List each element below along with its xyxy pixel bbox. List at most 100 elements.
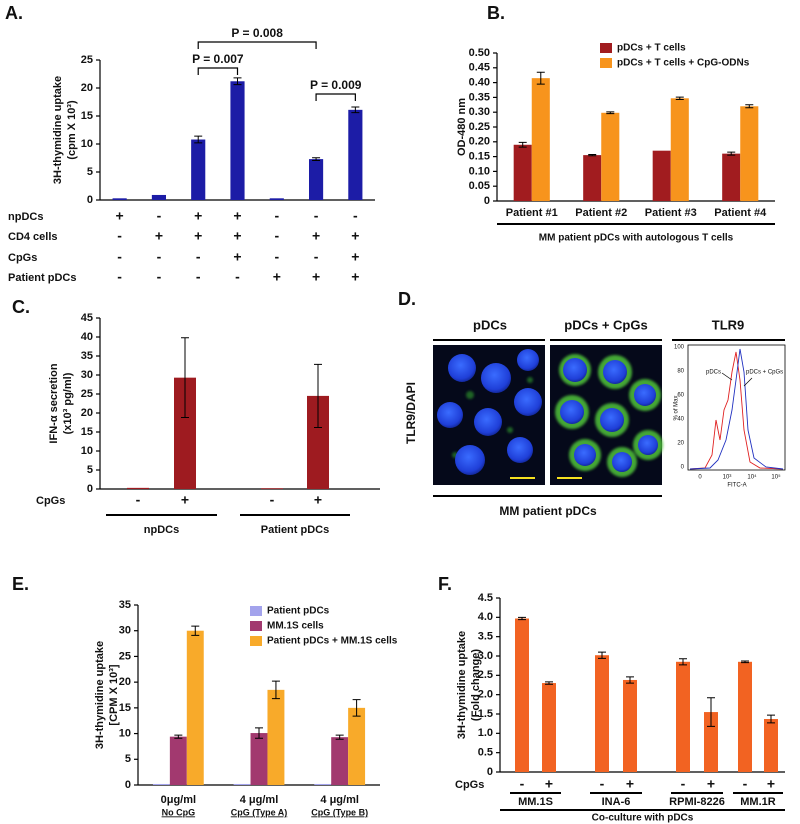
category-note: CpG (Type B) bbox=[311, 807, 368, 817]
significance-bracket bbox=[197, 41, 317, 49]
y-axis-label: [CPM X 10³] bbox=[108, 664, 120, 725]
legend-swatch bbox=[600, 58, 612, 68]
y-tick-label: 4.0 bbox=[478, 611, 493, 623]
condition-label: CpGs bbox=[8, 252, 37, 264]
bar bbox=[595, 655, 609, 772]
hist-y-tick: 0 bbox=[681, 465, 685, 471]
bar bbox=[127, 487, 149, 489]
x-tick-label: 4 μg/ml bbox=[240, 794, 279, 806]
error-bar bbox=[335, 734, 344, 740]
bar bbox=[261, 488, 283, 490]
y-tick-label: 0 bbox=[87, 194, 93, 206]
legend-label: Patient pDCs + MM.1S cells bbox=[267, 636, 398, 647]
bar bbox=[676, 661, 690, 772]
condition-mark: - bbox=[353, 208, 358, 224]
hist-annotation: pDCs bbox=[706, 370, 721, 376]
y-tick-label: 30 bbox=[119, 625, 131, 637]
bar bbox=[531, 78, 550, 201]
hist-x-tick: 10⁴ bbox=[747, 474, 757, 481]
column-header: pDCs bbox=[473, 317, 507, 332]
error-bar bbox=[191, 625, 200, 636]
group-label: Patient pDCs bbox=[261, 524, 329, 536]
bar bbox=[623, 679, 637, 772]
y-tick-label: 0 bbox=[484, 195, 490, 207]
error-bar bbox=[314, 363, 322, 428]
condition-mark: - bbox=[157, 269, 162, 285]
panel-label: F. bbox=[438, 574, 452, 594]
error-bar bbox=[741, 660, 749, 664]
bar bbox=[314, 783, 332, 785]
bar bbox=[738, 661, 752, 772]
y-tick-label: 20 bbox=[81, 407, 93, 419]
bar bbox=[704, 712, 718, 772]
condition-mark: - bbox=[196, 249, 201, 265]
bar bbox=[652, 150, 671, 201]
annotation: P = 0.008 bbox=[231, 26, 283, 40]
y-tick-label: 35 bbox=[81, 350, 93, 362]
group-label: npDCs bbox=[144, 524, 179, 536]
legend-label: MM.1S cells bbox=[267, 621, 324, 632]
significance-bracket bbox=[315, 93, 356, 101]
condition-label: CpGs bbox=[455, 779, 484, 791]
condition-mark: - bbox=[196, 269, 201, 285]
condition-mark: + bbox=[351, 249, 359, 265]
condition-label: CD4 cells bbox=[8, 231, 58, 243]
condition-mark: + bbox=[273, 269, 281, 285]
condition-mark: + bbox=[194, 228, 202, 244]
panel-d: D. pDCs pDCs + CpGs TLR9 TLR9/DAPI bbox=[398, 289, 786, 518]
condition-label: CpGs bbox=[36, 495, 65, 507]
y-tick-label: 0.30 bbox=[469, 106, 490, 118]
condition-mark: - bbox=[681, 776, 686, 792]
error-bar bbox=[675, 96, 684, 100]
bar bbox=[233, 783, 251, 785]
condition-mark: - bbox=[520, 776, 525, 792]
error-bar bbox=[767, 714, 775, 724]
y-tick-label: 0.35 bbox=[469, 91, 490, 103]
condition-mark: + bbox=[312, 228, 320, 244]
y-tick-label: 15 bbox=[119, 702, 131, 714]
y-tick-label: 3.0 bbox=[478, 650, 493, 662]
condition-mark: + bbox=[626, 776, 634, 792]
y-tick-label: 0.15 bbox=[469, 151, 490, 163]
condition-mark: + bbox=[116, 208, 124, 224]
bar bbox=[722, 153, 741, 201]
y-tick-label: 5 bbox=[87, 464, 93, 476]
error-bar bbox=[194, 135, 203, 144]
bar bbox=[152, 783, 170, 785]
condition-mark: - bbox=[136, 492, 141, 508]
error-bar bbox=[174, 734, 183, 739]
panel-label: A. bbox=[5, 3, 23, 23]
category-note: CpG (Type A) bbox=[231, 807, 288, 817]
y-tick-label: 30 bbox=[81, 369, 93, 381]
y-tick-label: 10 bbox=[81, 138, 93, 150]
y-tick-label: 10 bbox=[81, 445, 93, 457]
condition-mark: + bbox=[314, 492, 322, 508]
error-bar bbox=[312, 157, 321, 162]
y-tick-label: 25 bbox=[81, 388, 93, 400]
panel-label: B. bbox=[487, 3, 505, 23]
x-tick-label: Patient #4 bbox=[714, 207, 767, 219]
significance-bracket bbox=[197, 67, 239, 75]
error-bar bbox=[588, 154, 597, 157]
x-tick-label: Patient #1 bbox=[506, 207, 558, 219]
micrograph-untreated bbox=[433, 345, 545, 485]
y-tick-label: 20 bbox=[81, 82, 93, 94]
y-tick-label: 25 bbox=[119, 650, 131, 662]
condition-mark: + bbox=[181, 492, 189, 508]
x-axis-label: Co-culture with pDCs bbox=[592, 813, 694, 824]
hist-x-tick: 10³ bbox=[723, 475, 732, 481]
y-axis-label: (cpm X 10³) bbox=[66, 100, 78, 160]
hist-y-tick: 40 bbox=[677, 417, 684, 423]
bar bbox=[267, 689, 285, 785]
condition-label: npDCs bbox=[8, 211, 43, 223]
y-axis-label: (Fold change) bbox=[470, 649, 482, 721]
error-bar bbox=[536, 71, 545, 85]
condition-mark: + bbox=[233, 249, 241, 265]
bar bbox=[513, 144, 532, 201]
condition-mark: - bbox=[314, 249, 319, 265]
error-bar bbox=[255, 727, 263, 739]
hist-x-tick: 0 bbox=[698, 475, 702, 481]
condition-mark: - bbox=[274, 208, 279, 224]
micrograph-cpg bbox=[550, 345, 663, 485]
